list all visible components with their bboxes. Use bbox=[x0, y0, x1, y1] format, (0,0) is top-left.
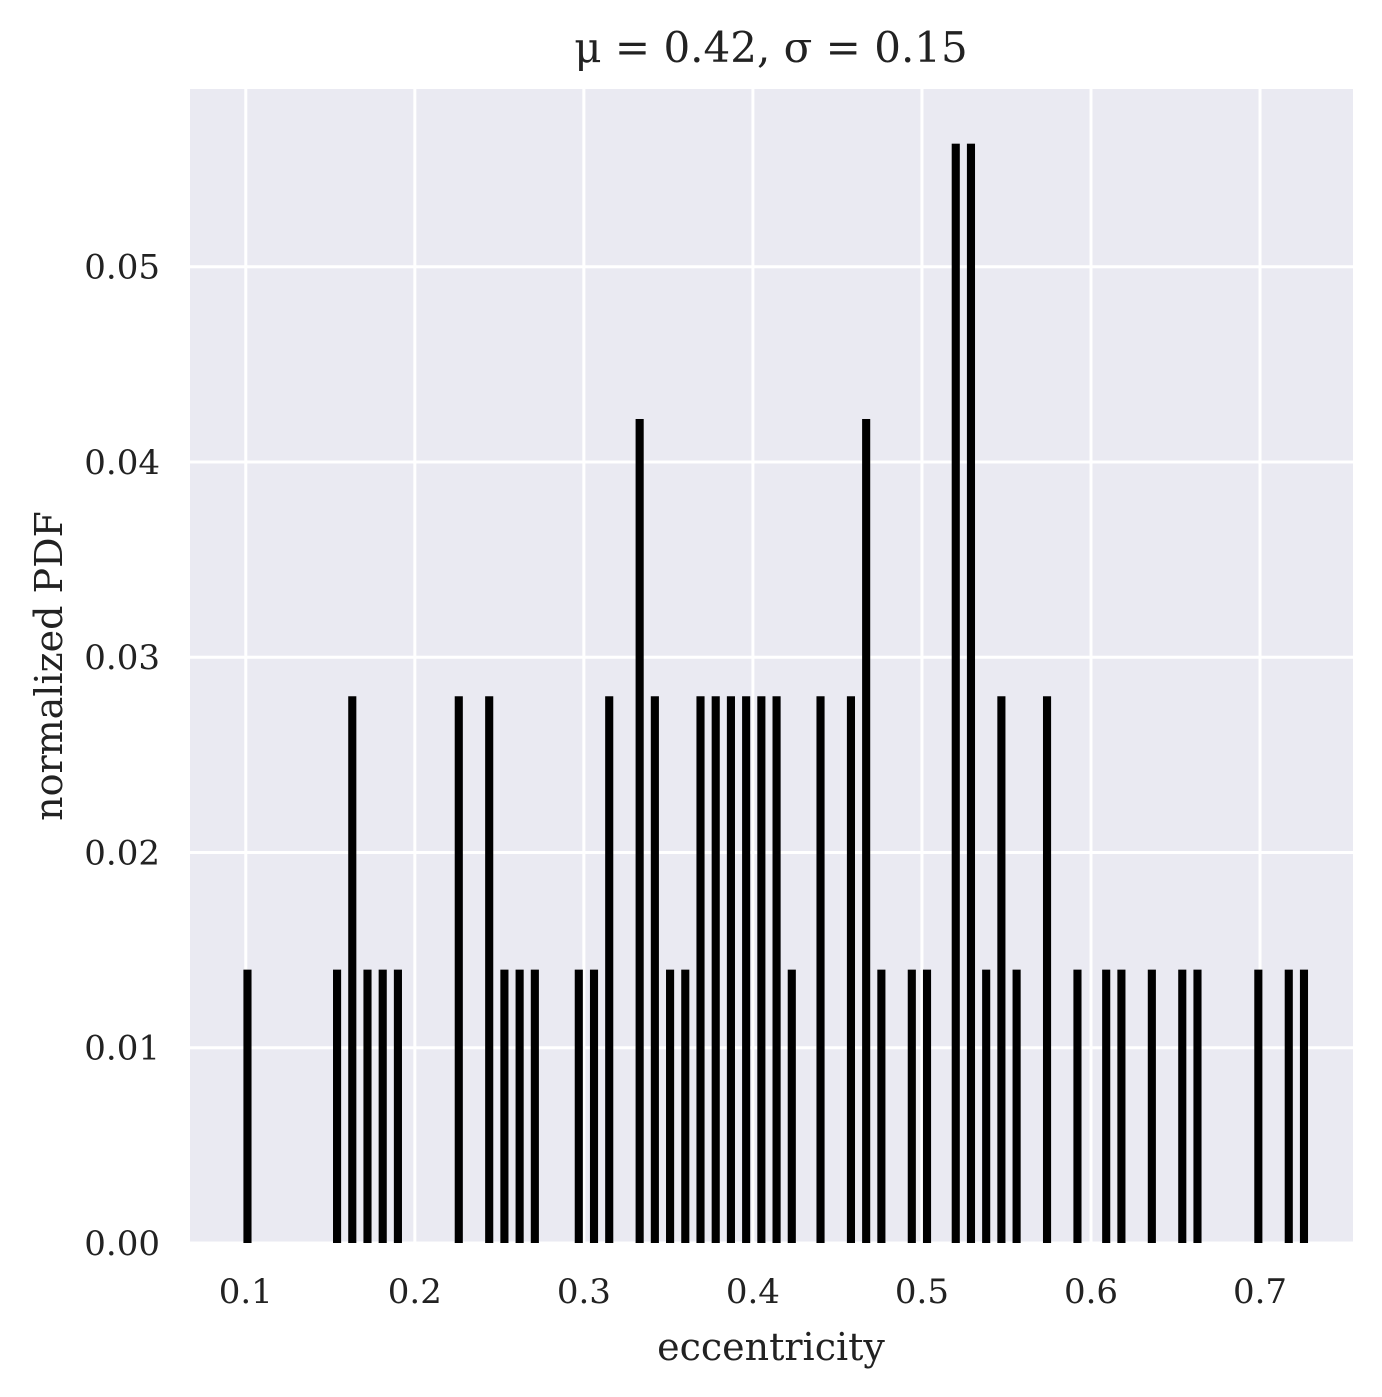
histogram-bar bbox=[922, 969, 932, 1243]
histogram-bar bbox=[951, 143, 960, 1243]
histogram-bar bbox=[816, 696, 825, 1243]
y-tick-label: 0.04 bbox=[84, 443, 160, 483]
histogram-bar bbox=[1178, 969, 1187, 1243]
histogram-bar bbox=[862, 418, 871, 1243]
histogram-bar bbox=[787, 969, 796, 1243]
x-tick-label: 0.1 bbox=[219, 1272, 273, 1312]
histogram-bar bbox=[982, 969, 991, 1243]
histogram-bar bbox=[681, 969, 690, 1243]
histogram-bar bbox=[243, 969, 252, 1243]
histogram-bar bbox=[1254, 969, 1263, 1243]
x-tick-label: 0.2 bbox=[388, 1272, 442, 1312]
x-axis-label: eccentricity bbox=[657, 1325, 885, 1369]
histogram-bar bbox=[454, 696, 463, 1243]
histogram-bar bbox=[997, 696, 1006, 1243]
histogram-bar bbox=[742, 696, 751, 1243]
y-tick-label: 0.03 bbox=[84, 638, 160, 678]
histogram-bar bbox=[1193, 969, 1202, 1243]
y-axis-label: normalized PDF bbox=[27, 511, 71, 821]
histogram-bar bbox=[589, 969, 599, 1243]
histogram-bar bbox=[605, 696, 614, 1243]
histogram-bar bbox=[772, 696, 781, 1243]
histogram-bar bbox=[966, 143, 976, 1243]
histogram-bar bbox=[363, 969, 372, 1243]
histogram-bar bbox=[574, 969, 583, 1243]
histogram-bar bbox=[515, 969, 524, 1243]
histogram-bar bbox=[696, 696, 705, 1243]
histogram-bar bbox=[635, 418, 644, 1243]
bars bbox=[243, 143, 1309, 1243]
histogram-bar bbox=[1117, 969, 1126, 1243]
histogram-bar bbox=[1073, 969, 1082, 1243]
histogram-bar bbox=[1012, 969, 1021, 1243]
chart-title: μ = 0.42, σ = 0.15 bbox=[574, 23, 967, 72]
x-axis-ticks: 0.1 0.2 0.3 0.4 0.5 0.6 0.7 bbox=[219, 1272, 1287, 1312]
y-tick-label: 0.00 bbox=[84, 1224, 160, 1264]
histogram-bar bbox=[333, 969, 342, 1243]
histogram-bar bbox=[907, 969, 916, 1243]
histogram-bar bbox=[1102, 969, 1111, 1243]
histogram-bar bbox=[877, 969, 886, 1243]
histogram-bar bbox=[1299, 969, 1309, 1243]
histogram-bar bbox=[378, 969, 387, 1243]
histogram-bar bbox=[666, 969, 675, 1243]
histogram-bar bbox=[1042, 696, 1052, 1243]
x-tick-label: 0.3 bbox=[557, 1272, 611, 1312]
x-tick-label: 0.7 bbox=[1233, 1272, 1287, 1312]
histogram-bar bbox=[1284, 969, 1293, 1243]
histogram-bar bbox=[726, 696, 735, 1243]
histogram-bar bbox=[500, 969, 509, 1243]
x-tick-label: 0.6 bbox=[1064, 1272, 1118, 1312]
histogram-bar bbox=[1147, 969, 1156, 1243]
x-tick-label: 0.5 bbox=[895, 1272, 949, 1312]
y-tick-label: 0.02 bbox=[84, 833, 160, 873]
histogram-bar bbox=[530, 969, 539, 1243]
histogram-bar bbox=[650, 696, 659, 1243]
histogram-bar bbox=[348, 696, 357, 1243]
histogram-bar bbox=[757, 696, 766, 1243]
y-tick-label: 0.05 bbox=[84, 248, 160, 288]
y-axis-ticks: 0.00 0.01 0.02 0.03 0.04 0.05 bbox=[84, 248, 160, 1264]
histogram-bar bbox=[393, 969, 402, 1243]
histogram-bar bbox=[711, 696, 720, 1243]
histogram-bar bbox=[846, 696, 856, 1243]
x-tick-label: 0.4 bbox=[726, 1272, 780, 1312]
y-tick-label: 0.01 bbox=[84, 1029, 160, 1069]
histogram-bar bbox=[485, 696, 494, 1243]
